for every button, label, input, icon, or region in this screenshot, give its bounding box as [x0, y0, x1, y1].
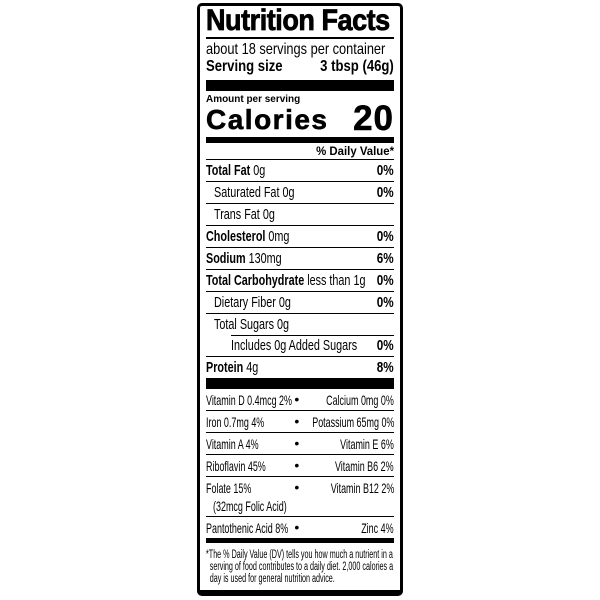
nutrient-row-cholesterol: Cholesterol 0mg 0% [206, 225, 394, 247]
serving-size-label: Serving size [206, 58, 283, 75]
bullet-icon: • [294, 435, 300, 451]
indented-divider [231, 335, 394, 336]
nutrient-pct: 8% [377, 359, 394, 376]
micronutrient-sub-note: (32mcg Folic Acid) [213, 498, 287, 514]
nutrient-row-trans-fat: Trans Fat 0g [206, 203, 394, 225]
nutrient-pct: 0% [377, 272, 394, 289]
nutrient-amount: 0g [253, 162, 266, 179]
micronutrient-right: Calcium 0mg 0% [326, 392, 394, 408]
micronutrient-row: Vitamin D 0.4mcg 2% • Calcium 0mg 0% [206, 389, 394, 410]
calories-label: Calories [206, 104, 329, 135]
nutrient-name: Sodium [206, 250, 246, 267]
calories-row: Calories 20 [206, 99, 394, 138]
bullet-icon: • [294, 391, 300, 407]
serving-size-value: 3 tbsp (46g) [320, 58, 394, 75]
nutrient-amount: 0g [262, 206, 275, 223]
label-title: Nutrition Facts [206, 4, 391, 37]
section-divider-bar [206, 378, 394, 389]
section-divider-bar [206, 137, 394, 143]
nutrient-row-total-carbohydrate: Total Carbohydrate less than 1g 0% [206, 269, 394, 291]
title-divider [206, 37, 394, 39]
nutrient-name: Dietary Fiber [214, 294, 276, 311]
bullet-icon: • [294, 413, 300, 429]
micronutrient-left: Pantothenic Acid 8% [206, 520, 289, 536]
nutrient-row-saturated-fat: Saturated Fat 0g 0% [206, 181, 394, 203]
nutrient-pct: 0% [377, 294, 394, 311]
micronutrient-right: Potassium 65mg 0% [311, 414, 394, 430]
micronutrient-right: Vitamin B12 2% [330, 480, 394, 496]
micronutrient-row: Vitamin A 4% • Vitamin E 6% [206, 432, 394, 454]
nutrient-amount: 130mg [248, 250, 282, 267]
footnote-section: *The % Daily Value (DV) tells you how mu… [206, 543, 394, 587]
section-divider-bar [206, 538, 394, 543]
micronutrient-left: Folate 15% [206, 480, 252, 496]
section-divider-bar [206, 80, 394, 91]
micronutrient-row: Pantothenic Acid 8% • Zinc 4% [206, 516, 394, 538]
nutrient-pct: 0% [377, 337, 394, 354]
micronutrient-row: Iron 0.7mg 4% • Potassium 65mg 0% [206, 410, 394, 432]
nutrient-name: Total Sugars [214, 316, 275, 333]
micronutrient-right: Vitamin B6 2% [335, 458, 394, 474]
servings-per-container: about 18 servings per container [206, 41, 386, 58]
nutrient-amount: 0g [282, 184, 295, 201]
nutrient-name: Total Carbohydrate [206, 272, 305, 289]
nutrition-facts-label: Nutrition Facts about 18 servings per co… [197, 3, 403, 596]
daily-value-footnote: *The % Daily Value (DV) tells you how mu… [206, 549, 394, 585]
micronutrient-left: Riboflavin 45% [206, 458, 266, 474]
nutrient-name: Cholesterol [206, 228, 266, 245]
nutrient-row-total-sugars: Total Sugars 0g [206, 313, 394, 335]
micronutrient-right: Zinc 4% [361, 520, 394, 536]
daily-value-header: % Daily Value* [316, 144, 394, 158]
nutrient-row-added-sugars: Includes 0g Added Sugars 0% [206, 335, 394, 356]
nutrient-pct: 0% [377, 228, 394, 245]
nutrient-row-protein: Protein 4g 8% [206, 356, 394, 378]
micronutrient-row: Riboflavin 45% • Vitamin B6 2% [206, 454, 394, 476]
nutrient-amount: 0g [278, 294, 291, 311]
nutrient-name: Saturated Fat [214, 184, 280, 201]
nutrient-row-dietary-fiber: Dietary Fiber 0g 0% [206, 291, 394, 313]
micronutrient-right: Vitamin E 6% [340, 436, 394, 452]
daily-value-header-row: % Daily Value* [206, 143, 394, 159]
nutrient-name: Includes 0g Added Sugars [231, 337, 358, 354]
serving-size-row: Serving size 3 tbsp (46g) [206, 58, 394, 80]
bullet-icon: • [294, 519, 300, 535]
nutrient-name: Protein [206, 359, 244, 376]
nutrient-pct: 6% [377, 250, 394, 267]
nutrient-row-total-fat: Total Fat 0g 0% [206, 159, 394, 181]
micronutrient-left: Iron 0.7mg 4% [206, 414, 265, 430]
amount-per-serving-label: Amount per serving [206, 93, 301, 105]
nutrient-row-sodium: Sodium 130mg 6% [206, 247, 394, 269]
calories-value: 20 [353, 99, 394, 138]
micronutrient-left: Vitamin A 4% [206, 436, 259, 452]
nutrient-pct: 0% [377, 184, 394, 201]
nutrient-amount: 0mg [268, 228, 290, 245]
nutrient-amount: 0g [277, 316, 290, 333]
nutrient-name: Total Fat [206, 162, 251, 179]
micronutrient-row-folate: Folate 15% • Vitamin B12 2% (32mcg Folic… [206, 476, 394, 516]
bullet-icon: • [294, 479, 300, 495]
nutrient-amount: 4g [246, 359, 259, 376]
nutrient-amount: less than 1g [307, 272, 366, 289]
nutrient-pct: 0% [377, 162, 394, 179]
nutrient-name: Trans Fat [214, 206, 260, 223]
bullet-icon: • [294, 457, 300, 473]
micronutrient-left: Vitamin D 0.4mcg 2% [206, 392, 292, 408]
